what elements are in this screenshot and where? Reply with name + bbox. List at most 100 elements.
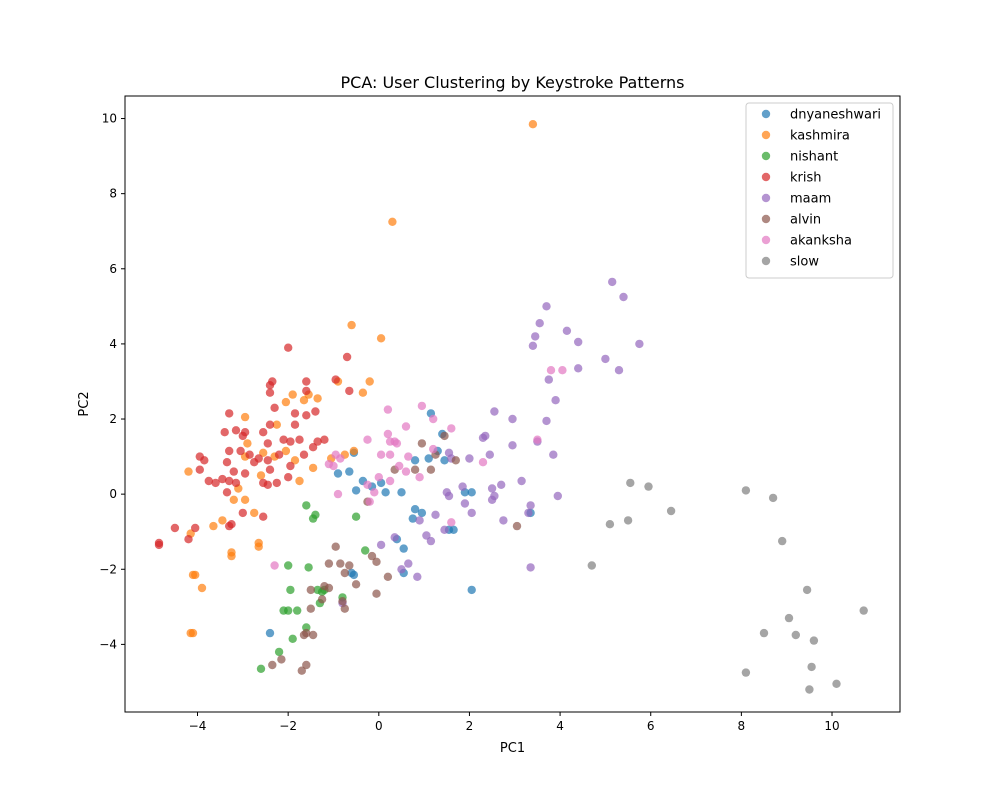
y-tick-label: 8 (109, 187, 117, 201)
data-point (263, 480, 272, 489)
data-point (302, 377, 311, 386)
data-point (263, 456, 272, 465)
data-point (277, 655, 286, 664)
data-point (209, 521, 218, 531)
legend-marker (761, 256, 771, 266)
data-point (478, 458, 488, 467)
data-point (250, 508, 259, 518)
data-point (408, 514, 417, 523)
data-point (517, 476, 526, 486)
data-point (299, 630, 309, 640)
data-point (805, 685, 814, 694)
data-point (499, 516, 508, 525)
data-point (284, 343, 293, 352)
data-point (381, 488, 390, 497)
data-point (302, 411, 311, 420)
data-point (531, 332, 540, 341)
data-point (281, 446, 291, 456)
y-tick-label: 10 (102, 112, 117, 126)
data-point (306, 585, 315, 595)
data-point (286, 461, 295, 471)
data-point (240, 469, 250, 478)
data-point (295, 476, 304, 486)
data-point (587, 561, 596, 570)
data-point (605, 520, 615, 529)
data-point (331, 542, 340, 551)
data-point (286, 585, 295, 595)
y-tick-label: 4 (109, 337, 117, 351)
data-point (270, 403, 279, 412)
data-point (184, 535, 193, 544)
data-point (288, 390, 297, 399)
data-point (191, 523, 200, 533)
data-point (666, 506, 676, 516)
data-point (415, 516, 424, 525)
data-point (481, 431, 490, 441)
data-point (440, 456, 449, 465)
data-point (553, 491, 562, 501)
data-point (376, 540, 386, 550)
x-tick-label: 6 (647, 719, 655, 733)
data-point (349, 446, 359, 456)
data-point (401, 467, 411, 476)
data-point (345, 386, 354, 396)
data-point (601, 354, 610, 364)
data-point (458, 482, 467, 491)
data-point (574, 337, 583, 347)
data-point (336, 559, 345, 568)
data-point (784, 613, 794, 623)
data-point (295, 435, 304, 444)
data-point (227, 551, 236, 561)
data-point (288, 634, 297, 643)
data-point (524, 508, 533, 518)
data-point (225, 521, 234, 531)
data-point (372, 589, 381, 598)
data-point (467, 488, 476, 497)
data-point (320, 435, 329, 444)
y-tick-label: 6 (109, 262, 117, 276)
data-point (644, 482, 653, 491)
data-point (467, 508, 476, 518)
data-point (308, 463, 318, 473)
data-point (345, 467, 354, 476)
data-point (363, 480, 372, 489)
data-point (236, 446, 245, 456)
data-point (268, 660, 277, 670)
data-point (313, 437, 322, 446)
data-point (426, 465, 436, 474)
data-point (333, 489, 343, 499)
data-point (424, 454, 433, 463)
data-point (313, 394, 322, 403)
x-axis: −4 −2 0 2 4 6 8 10 (189, 712, 840, 733)
data-point (225, 409, 234, 418)
data-point (229, 495, 238, 504)
data-point (336, 454, 345, 463)
data-point (274, 647, 284, 657)
data-point (290, 456, 300, 465)
legend-marker (761, 172, 771, 182)
data-point (329, 461, 338, 471)
data-point (265, 628, 275, 638)
data-point (497, 480, 506, 489)
data-point (231, 478, 241, 488)
data-point (526, 563, 535, 572)
data-point (447, 424, 456, 433)
data-point (397, 488, 406, 497)
data-point (272, 478, 281, 488)
legend-label: maam (790, 192, 831, 207)
data-point (608, 277, 617, 287)
x-tick-label: 8 (738, 719, 746, 733)
data-point (367, 551, 377, 561)
legend-label: akanksha (790, 234, 852, 249)
y-axis-label: PC2 (77, 391, 92, 416)
data-point (299, 450, 309, 459)
data-point (340, 568, 349, 578)
data-point (385, 450, 395, 459)
data-point (526, 501, 535, 510)
data-point (809, 636, 819, 645)
data-point (197, 583, 207, 593)
plot-area-frame (124, 95, 901, 713)
legend-marker (761, 235, 771, 245)
data-point (404, 559, 413, 568)
data-point (349, 570, 359, 580)
